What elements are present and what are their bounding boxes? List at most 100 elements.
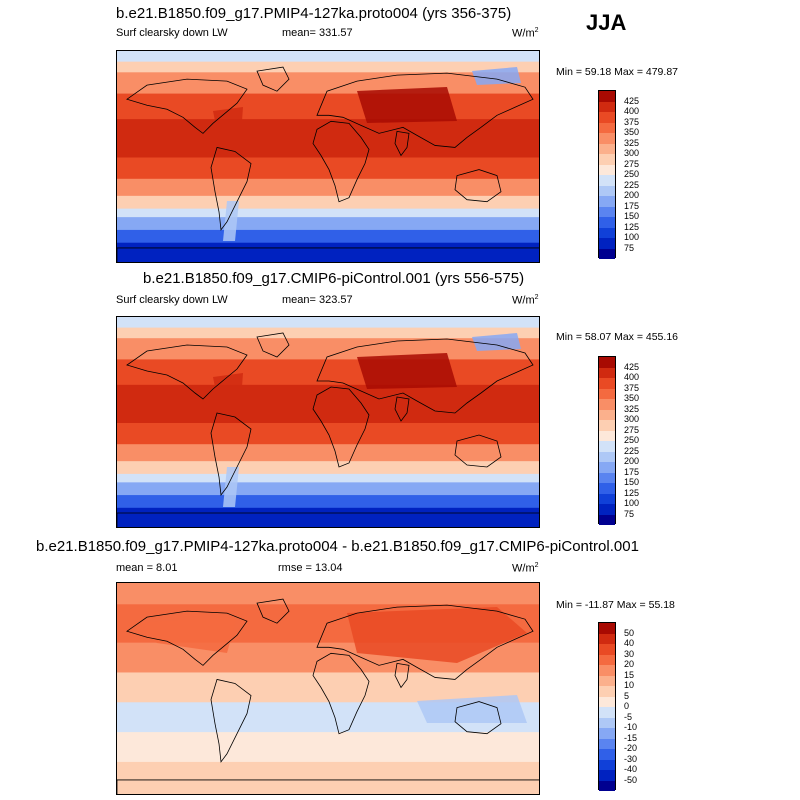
- colorbar-swatch: [599, 462, 615, 473]
- colorbar-swatch: [599, 164, 615, 175]
- map-band: [117, 208, 539, 219]
- panel-2-colorbar: [598, 356, 616, 525]
- colorbar-swatch: [599, 143, 615, 154]
- colorbar-tick-label: 15: [624, 669, 635, 680]
- colorbar-tick-label: 325: [624, 403, 640, 414]
- colorbar-swatch: [599, 770, 615, 781]
- colorbar-swatch: [599, 357, 615, 368]
- map-band: [117, 732, 539, 763]
- colorbar-tick-label: -40: [624, 764, 638, 774]
- map-band: [117, 583, 539, 606]
- colorbar-tick-label: -30: [624, 753, 638, 764]
- map-feature: [127, 617, 237, 653]
- colorbar-swatch: [599, 759, 615, 770]
- panel-1-title: b.e21.B1850.f09_g17.PMIP4-127ka.proto004…: [116, 5, 512, 22]
- colorbar-tick-label: 400: [624, 106, 640, 116]
- map-band: [117, 444, 539, 463]
- coastline: [117, 512, 539, 527]
- colorbar-tick-label: 5: [624, 690, 630, 701]
- colorbar-swatch: [599, 409, 615, 420]
- coastline: [394, 396, 410, 422]
- colorbar-swatch: [599, 248, 615, 259]
- colorbar-swatch: [599, 717, 615, 728]
- colorbar-tick-label: 300: [624, 414, 640, 424]
- map-band: [117, 495, 539, 509]
- map-band: [117, 327, 539, 340]
- colorbar-swatch: [599, 133, 615, 144]
- colorbar-tick-label: 250: [624, 435, 640, 445]
- colorbar-tick-label: 350: [624, 127, 640, 137]
- map-feature: [472, 67, 521, 85]
- panel-2-minmax: Min = 58.07 Max = 455.16: [556, 331, 678, 343]
- coastline: [256, 66, 290, 92]
- colorbar-tick-label: 175: [624, 466, 640, 477]
- colorbar-swatch: [599, 217, 615, 228]
- colorbar-swatch: [599, 112, 615, 123]
- coastline: [316, 72, 534, 148]
- colorbar-tick-label: 300: [624, 148, 640, 158]
- panel-2-variable-label: Surf clearsky down LW: [116, 294, 228, 306]
- coastline: [126, 78, 248, 134]
- map-band: [117, 242, 539, 262]
- panel-1-minmax: Min = 59.18 Max = 479.87: [556, 66, 678, 78]
- map-feature: [357, 87, 457, 123]
- colorbar-tick-label: -5: [624, 711, 633, 722]
- colorbar-tick-label: 225: [624, 445, 640, 456]
- coastline: [256, 598, 290, 624]
- colorbar-swatch: [599, 122, 615, 133]
- colorbar-tick-label: 20: [624, 659, 635, 669]
- colorbar-swatch: [599, 154, 615, 165]
- colorbar-swatch: [599, 196, 615, 207]
- colorbar-tick-label: 350: [624, 393, 640, 403]
- colorbar-tick-label: -10: [624, 722, 638, 732]
- colorbar-swatch: [599, 644, 615, 655]
- colorbar-swatch: [599, 623, 615, 634]
- map-feature: [213, 107, 243, 135]
- colorbar-tick-label: 75: [624, 242, 635, 253]
- map-band: [117, 51, 539, 63]
- coastline: [126, 344, 248, 400]
- coastline: [210, 146, 252, 231]
- colorbar-swatch: [599, 441, 615, 452]
- colorbar-tick-label: 30: [624, 648, 635, 659]
- map-band: [117, 157, 539, 180]
- panel-3-units: W/m2: [512, 562, 539, 575]
- panel-3-colorbar: [598, 622, 616, 791]
- colorbar-swatch: [599, 665, 615, 676]
- colorbar-swatch: [599, 420, 615, 431]
- colorbar-swatch: [599, 738, 615, 749]
- colorbar-swatch: [599, 780, 615, 791]
- colorbar-tick-label: -15: [624, 732, 638, 743]
- colorbar-tick-label: 400: [624, 372, 640, 382]
- colorbar-swatch: [599, 686, 615, 697]
- map-feature: [347, 607, 527, 663]
- colorbar-tick-label: 100: [624, 232, 640, 242]
- map-band: [117, 384, 539, 424]
- panel-3-mean: mean = 8.01: [116, 562, 178, 574]
- coastline: [210, 678, 252, 763]
- colorbar-tick-label: -50: [624, 774, 638, 785]
- colorbar-tick-label: 325: [624, 137, 640, 148]
- coastline: [454, 434, 502, 468]
- map-feature: [472, 333, 521, 351]
- colorbar-swatch: [599, 675, 615, 686]
- coastline: [394, 662, 410, 689]
- colorbar-tick-label: 200: [624, 456, 640, 466]
- coastline: [210, 412, 252, 497]
- panel-1-mean: mean= 331.57: [282, 27, 353, 39]
- colorbar-swatch: [599, 206, 615, 217]
- colorbar-swatch: [599, 483, 615, 494]
- map-band: [117, 217, 539, 231]
- panel-1-colorbar: [598, 90, 616, 259]
- panel-2-map: [116, 316, 540, 528]
- map-feature: [223, 467, 239, 507]
- colorbar-tick-label: 0: [624, 701, 630, 711]
- colorbar-tick-label: -20: [624, 743, 638, 753]
- colorbar-swatch: [599, 238, 615, 249]
- map-band: [117, 229, 539, 244]
- colorbar-swatch: [599, 633, 615, 644]
- coastline: [256, 332, 290, 358]
- map-band: [117, 761, 539, 794]
- coastline: [316, 338, 534, 414]
- map-band: [117, 119, 539, 159]
